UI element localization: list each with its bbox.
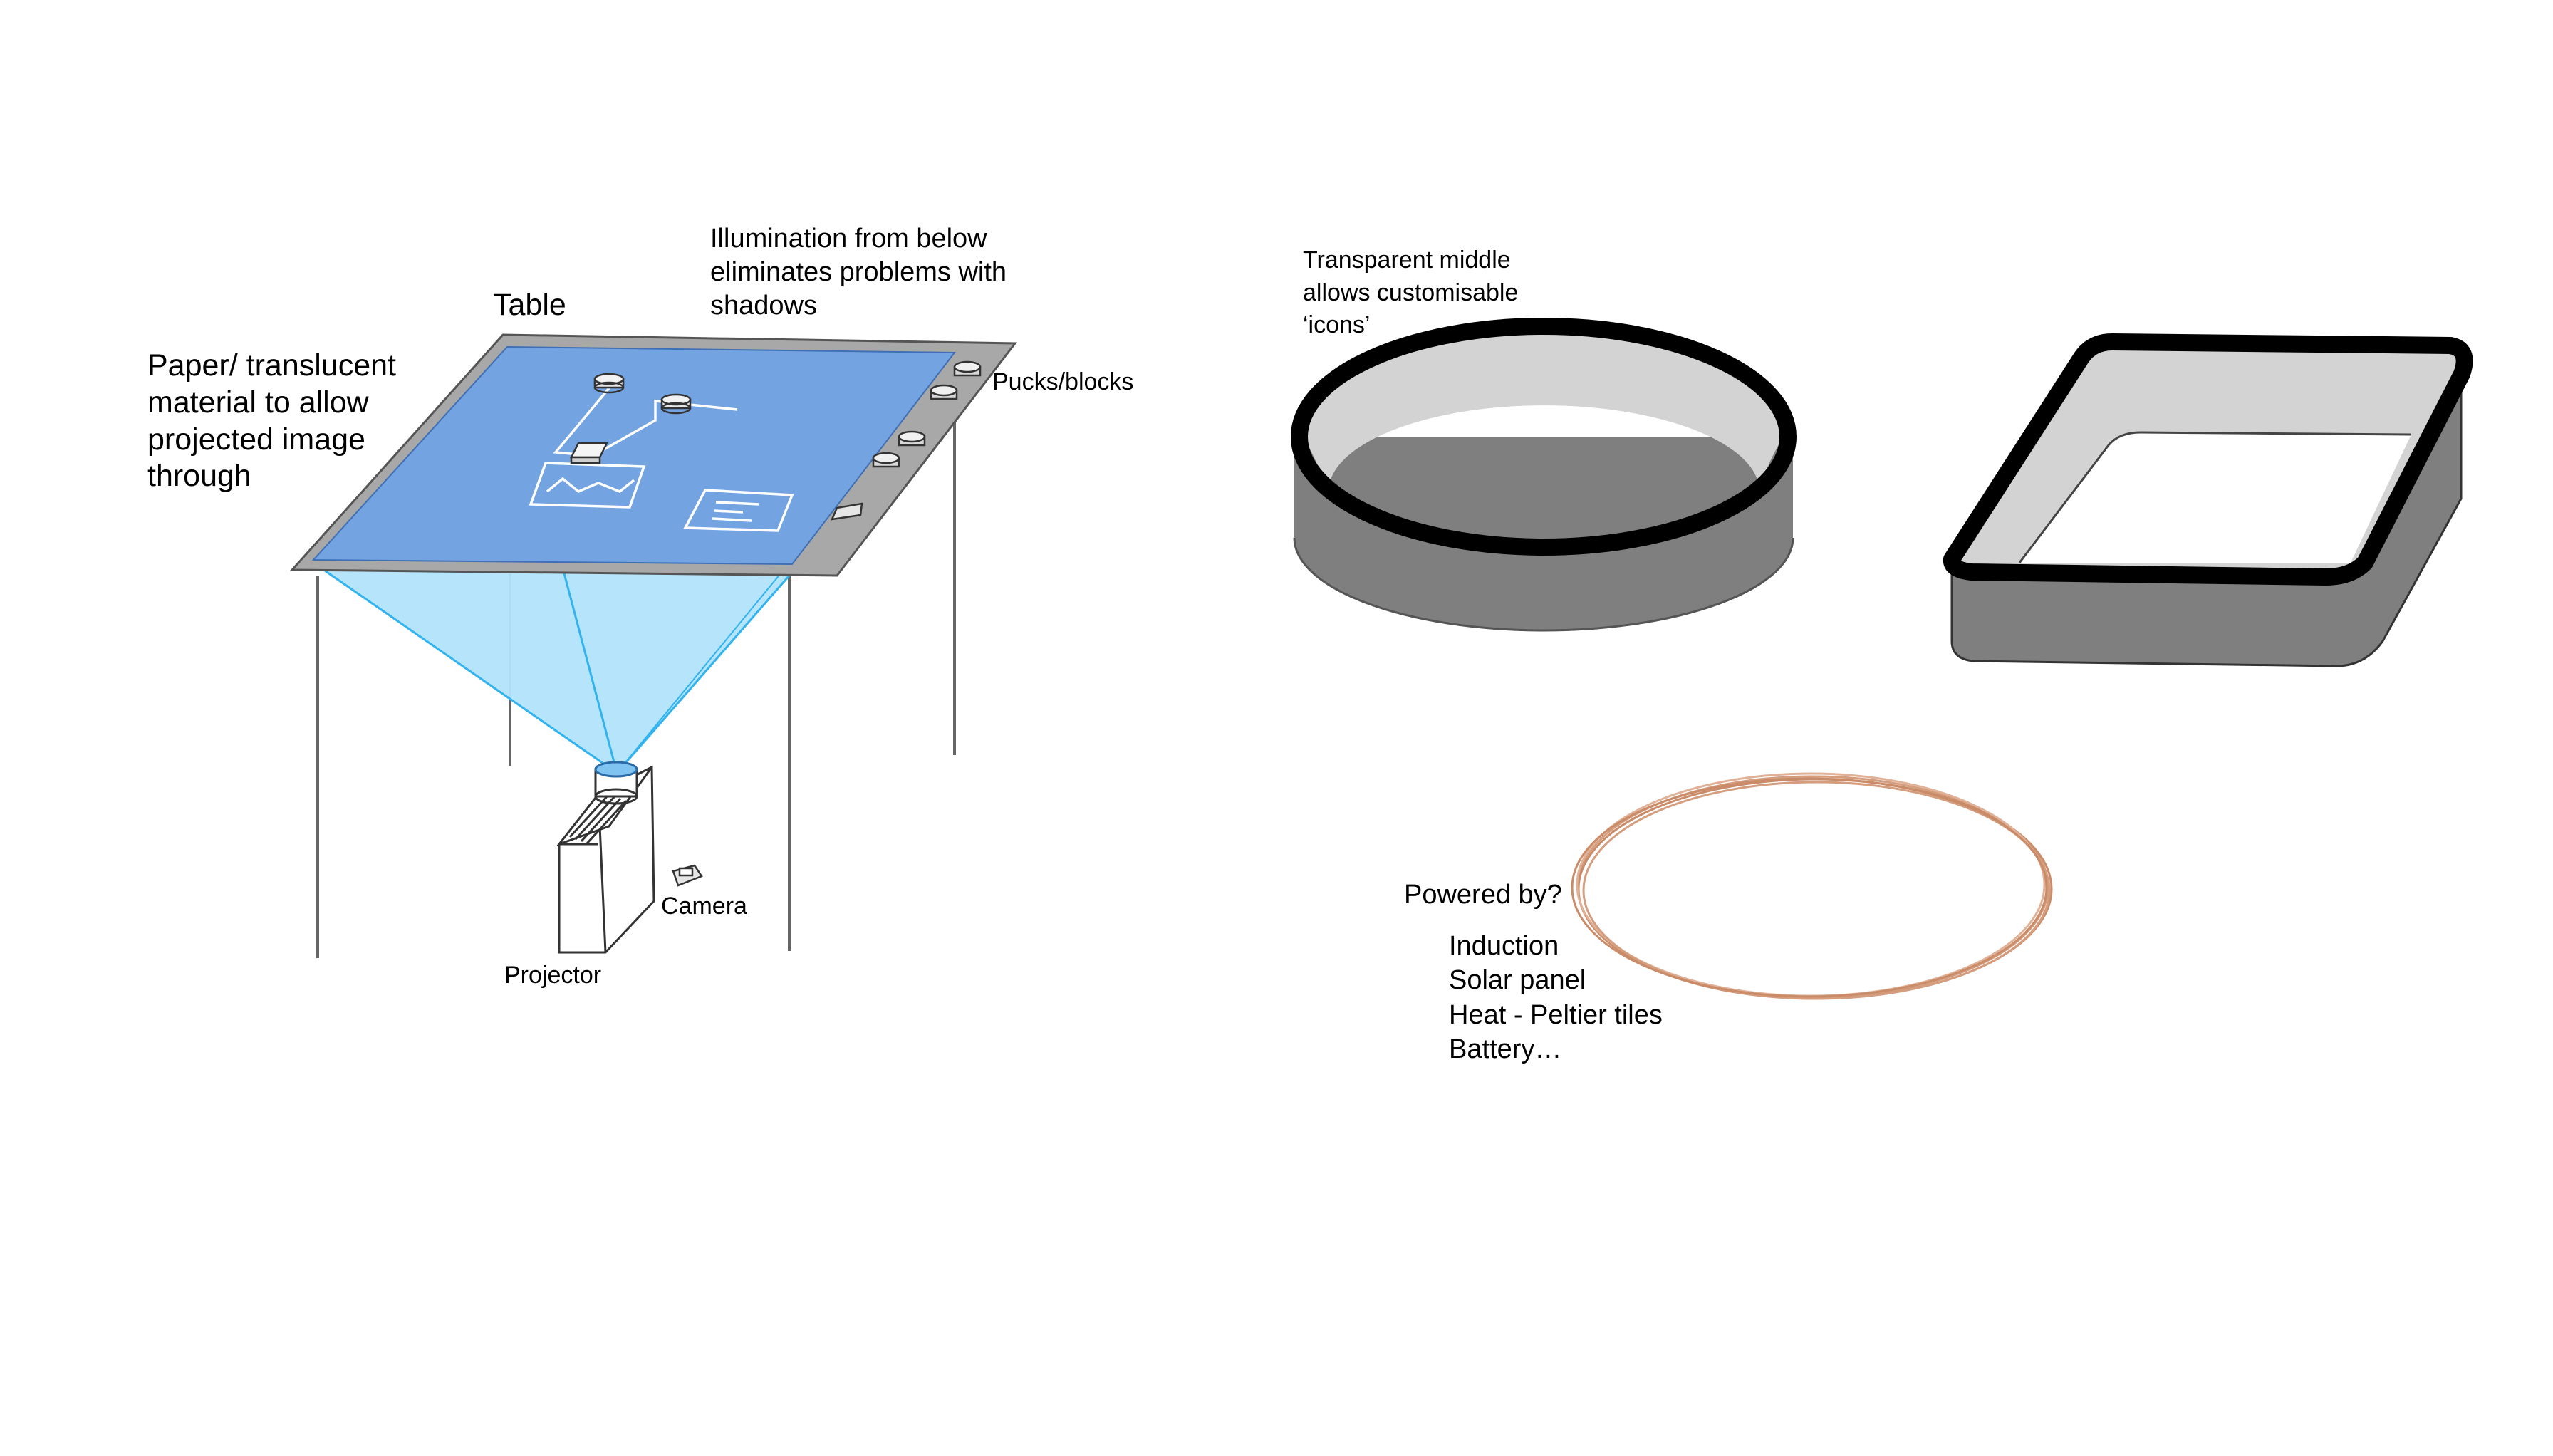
label-paper-line-3: projected image [147, 422, 365, 457]
label-illumination-line-2: eliminates problems with [710, 257, 1007, 287]
surface-pucks [569, 373, 692, 464]
label-illumination: Illumination from below eliminates probl… [710, 224, 1007, 321]
label-illumination-line-3: shadows [710, 291, 817, 321]
induction-coil [1571, 772, 2053, 1000]
label-transparent-line-1: Transparent middle [1303, 246, 1511, 274]
table-surface [311, 345, 957, 566]
square-puck [1943, 333, 2473, 667]
camera [672, 864, 703, 887]
projected-content [529, 387, 794, 532]
projector-lens [594, 761, 638, 778]
round-puck [1291, 318, 1797, 632]
label-paper-line-4: through [147, 459, 251, 493]
power-option: Induction [1449, 931, 1559, 961]
label-paper: Paper/ translucent material to allow pro… [147, 348, 396, 493]
label-pucks: Pucks/blocks [992, 368, 1133, 395]
power-options-list: Induction Solar panel Heat - Peltier til… [1449, 931, 1663, 1064]
label-transparent: Transparent middle allows customisable ‘… [1303, 246, 1518, 338]
label-paper-line-2: material to allow [147, 385, 370, 420]
projector [556, 761, 655, 954]
table-illustration [289, 333, 1018, 958]
power-option: Battery… [1449, 1034, 1561, 1064]
label-transparent-line-2: allows customisable [1303, 279, 1518, 306]
label-illumination-line-1: Illumination from below [710, 224, 987, 254]
block-small [569, 442, 609, 464]
power-option: Heat - Peltier tiles [1449, 1000, 1663, 1030]
label-paper-line-1: Paper/ translucent [147, 348, 396, 383]
power-option: Solar panel [1449, 965, 1586, 995]
label-powered-by: Powered by? [1404, 880, 1562, 910]
projected-chart-line [546, 477, 635, 494]
label-projector: Projector [504, 962, 601, 989]
projection-light-cone [313, 561, 791, 774]
puck-small [660, 393, 692, 415]
projected-card-frame [683, 489, 794, 532]
puck-small [593, 373, 625, 394]
label-transparent-line-3: ‘icons’ [1303, 311, 1370, 338]
projected-chart-frame [529, 462, 646, 509]
label-table: Table [493, 288, 566, 322]
edge-pucks [830, 360, 982, 521]
label-camera: Camera [661, 893, 747, 920]
